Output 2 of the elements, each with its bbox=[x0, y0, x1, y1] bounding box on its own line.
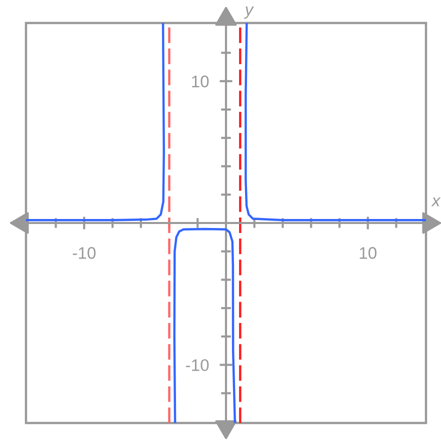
y-axis-title: y bbox=[244, 6, 254, 19]
x-axis-title: x bbox=[431, 198, 441, 206]
